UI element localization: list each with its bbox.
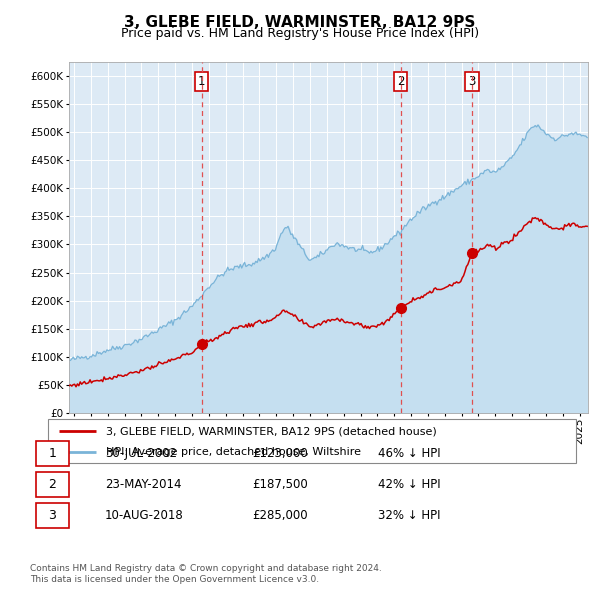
Text: 2: 2 bbox=[397, 75, 404, 88]
Text: Price paid vs. HM Land Registry's House Price Index (HPI): Price paid vs. HM Land Registry's House … bbox=[121, 27, 479, 40]
Text: HPI: Average price, detached house, Wiltshire: HPI: Average price, detached house, Wilt… bbox=[106, 447, 361, 457]
Text: 42% ↓ HPI: 42% ↓ HPI bbox=[378, 478, 440, 491]
Text: Contains HM Land Registry data © Crown copyright and database right 2024.: Contains HM Land Registry data © Crown c… bbox=[30, 565, 382, 573]
Text: 30-JUL-2002: 30-JUL-2002 bbox=[105, 447, 177, 460]
Text: This data is licensed under the Open Government Licence v3.0.: This data is licensed under the Open Gov… bbox=[30, 575, 319, 584]
Text: 10-AUG-2018: 10-AUG-2018 bbox=[105, 509, 184, 522]
Text: 2: 2 bbox=[49, 478, 56, 491]
Text: £285,000: £285,000 bbox=[252, 509, 308, 522]
Text: 32% ↓ HPI: 32% ↓ HPI bbox=[378, 509, 440, 522]
Text: 1: 1 bbox=[49, 447, 56, 460]
Text: £187,500: £187,500 bbox=[252, 478, 308, 491]
Text: 3, GLEBE FIELD, WARMINSTER, BA12 9PS (detached house): 3, GLEBE FIELD, WARMINSTER, BA12 9PS (de… bbox=[106, 427, 437, 436]
Text: 23-MAY-2014: 23-MAY-2014 bbox=[105, 478, 182, 491]
Text: 3: 3 bbox=[468, 75, 476, 88]
Text: £123,000: £123,000 bbox=[252, 447, 308, 460]
FancyBboxPatch shape bbox=[48, 419, 576, 463]
Text: 1: 1 bbox=[198, 75, 206, 88]
Text: 3: 3 bbox=[49, 509, 56, 522]
Text: 3, GLEBE FIELD, WARMINSTER, BA12 9PS: 3, GLEBE FIELD, WARMINSTER, BA12 9PS bbox=[124, 15, 476, 30]
Text: 46% ↓ HPI: 46% ↓ HPI bbox=[378, 447, 440, 460]
